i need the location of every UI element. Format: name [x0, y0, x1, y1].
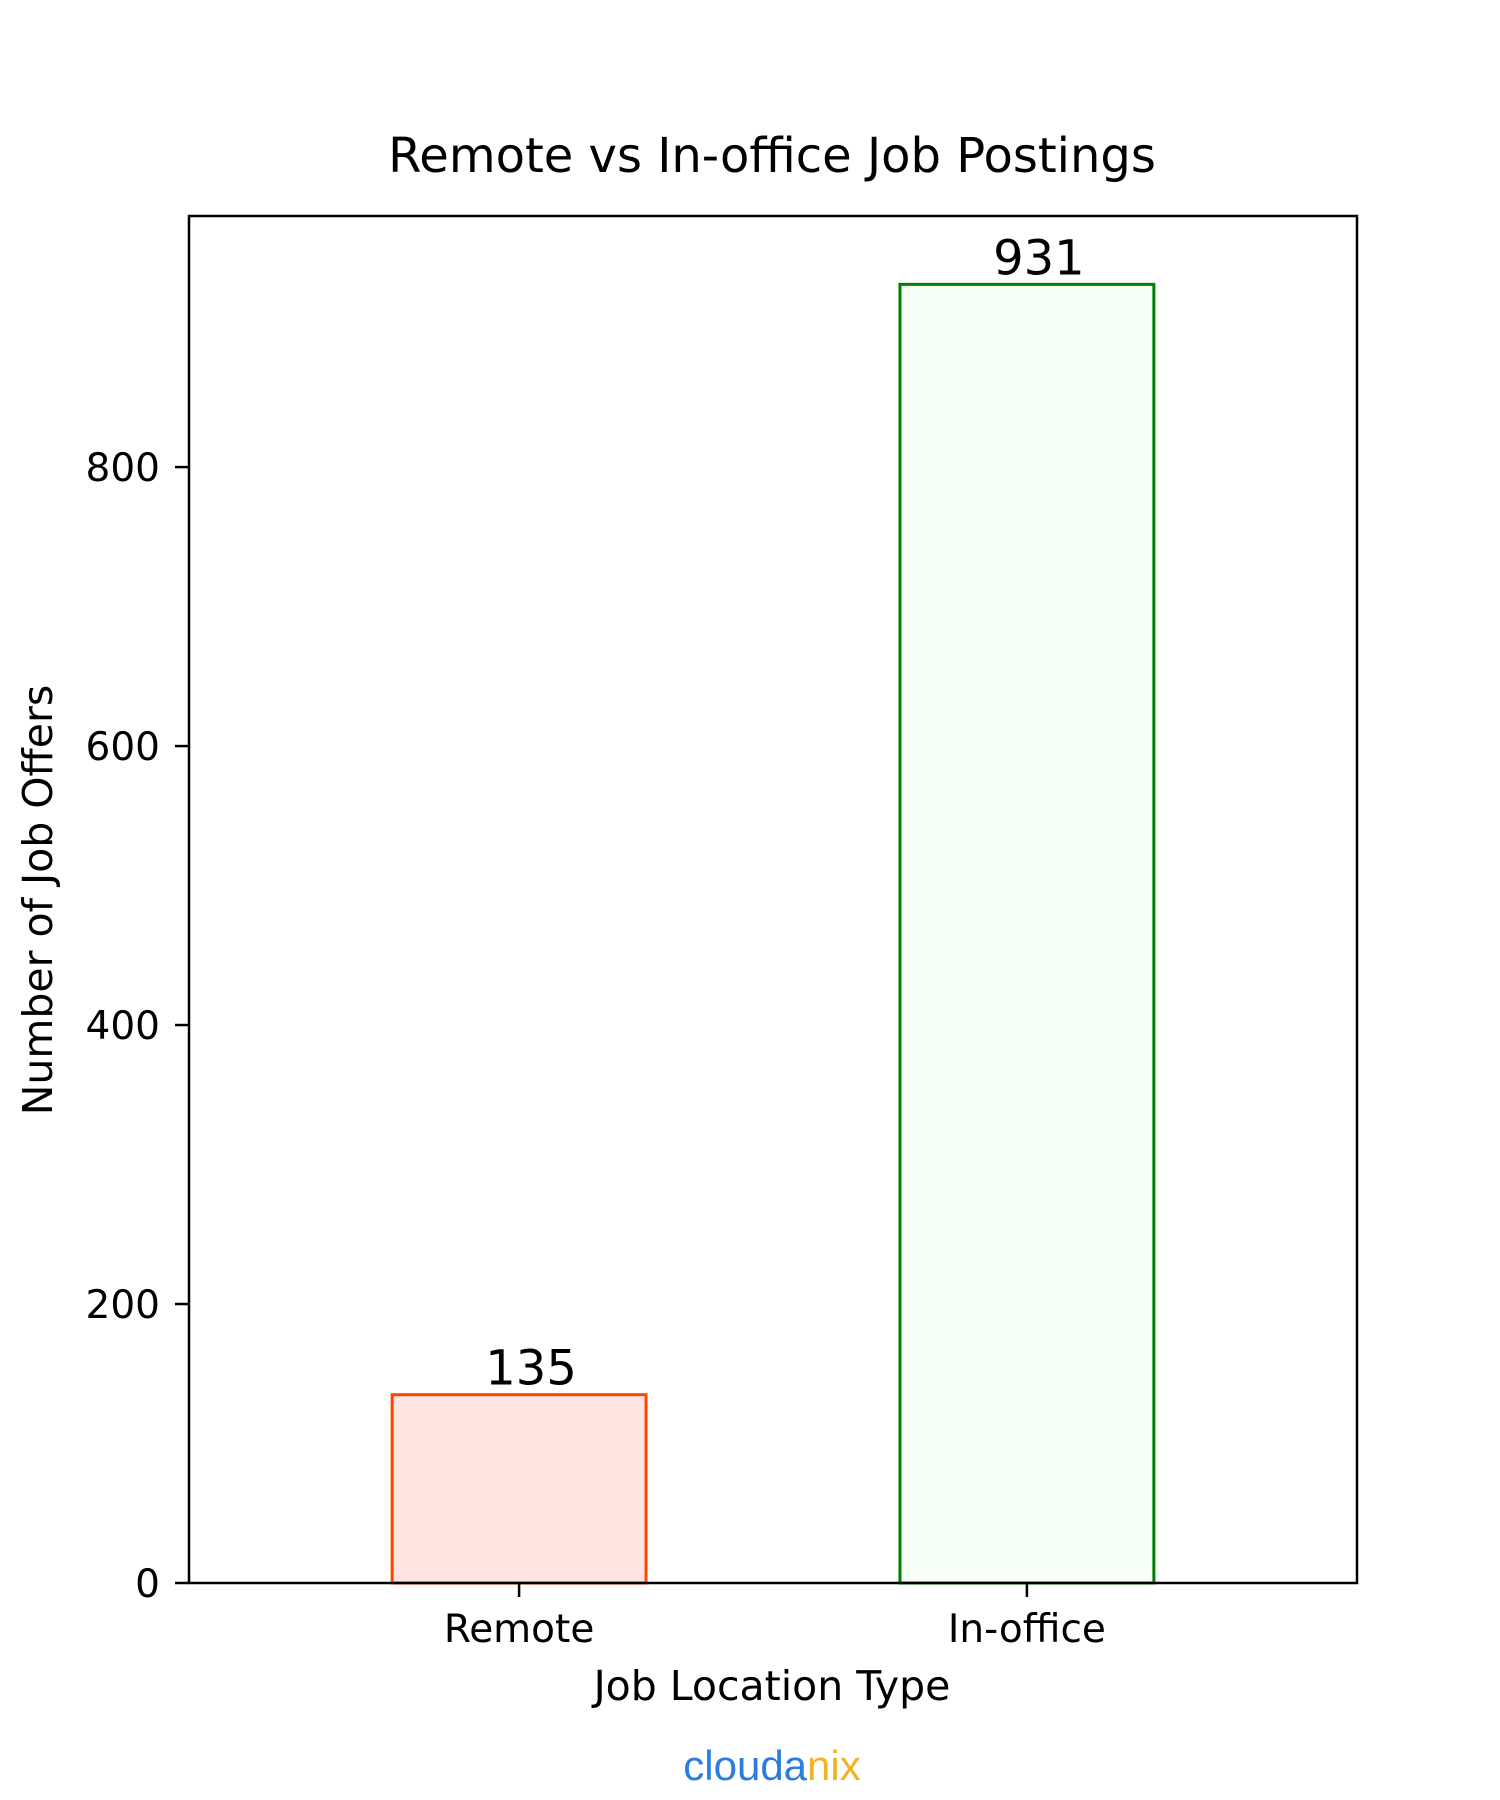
y-tick-label: 0 — [135, 1562, 160, 1607]
y-tick-label: 800 — [86, 446, 160, 491]
plot-frame — [187, 214, 1359, 1585]
y-tick-label: 600 — [86, 725, 160, 770]
logo-part-cloud: clouda — [683, 1742, 807, 1789]
y-axis: 0 200 400 600 800 — [86, 446, 189, 1607]
y-tick-label: 400 — [86, 1004, 160, 1049]
x-axis-title: Job Location Type — [591, 1662, 951, 1710]
x-tick-label: In-office — [948, 1607, 1106, 1652]
bar-remote — [390, 1393, 648, 1585]
chart-title: Remote vs In-office Job Postings — [388, 128, 1156, 184]
cloudanix-logo: cloudanix — [683, 1742, 860, 1789]
bar-in-office — [898, 282, 1156, 1585]
bars-layer — [390, 282, 1156, 1585]
x-axis: Remote In-office — [444, 1583, 1106, 1652]
x-tick-label: Remote — [444, 1607, 594, 1652]
data-labels-layer: 135 931 — [485, 230, 1084, 1396]
logo-part-nix: nix — [807, 1742, 861, 1789]
data-label-in-office: 931 — [993, 230, 1085, 286]
y-tick-label: 200 — [86, 1283, 160, 1328]
data-label-remote: 135 — [485, 1341, 577, 1397]
y-axis-title: Number of Job Offers — [14, 685, 62, 1115]
